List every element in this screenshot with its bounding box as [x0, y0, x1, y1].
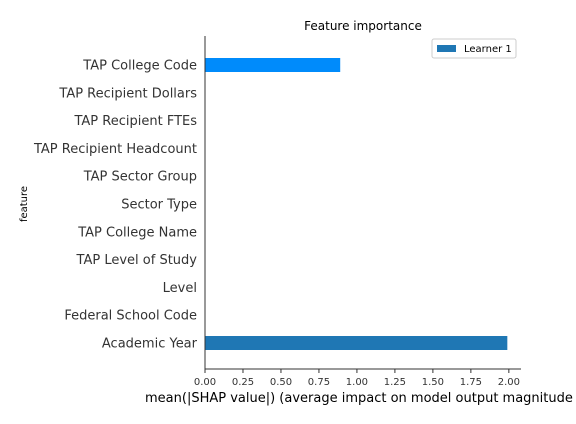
category-label-level: Level [163, 281, 197, 296]
category-label-federal-school-code: Federal School Code [64, 309, 197, 324]
x-tick-label: 0.75 [308, 377, 330, 388]
x-tick-label: 0.25 [232, 377, 254, 388]
legend-swatch-learner-1 [437, 45, 456, 52]
x-tick-label: 1.25 [384, 377, 406, 388]
category-label-tap-college-name: TAP College Name [77, 225, 197, 240]
category-label-tap-level-of-study: TAP Level of Study [76, 253, 198, 268]
x-tick-label: 0.00 [194, 377, 216, 388]
category-label-tap-recipient-ftes: TAP Recipient FTEs [73, 114, 197, 129]
x-tick-label: 1.75 [460, 377, 482, 388]
x-tick-label: 2.00 [498, 377, 520, 388]
category-label-tap-recipient-headcount: TAP Recipient Headcount [33, 142, 197, 157]
y-axis-label: feature [19, 186, 30, 222]
x-tick-label: 1.00 [346, 377, 368, 388]
legend-entry-learner-1: Learner 1 [464, 44, 512, 55]
category-label-sector-type: Sector Type [121, 198, 197, 213]
chart-title: Feature importance [304, 19, 422, 33]
bar-academic-year [205, 336, 508, 350]
legend-box [431, 38, 517, 59]
category-label-tap-recipient-dollars: TAP Recipient Dollars [58, 86, 197, 101]
category-labels: TAP College Code TAP Recipient Dollars TAP… [33, 59, 198, 352]
bar-tap-college-code [205, 58, 341, 72]
category-label-tap-sector-group: TAP Sector Group [83, 170, 197, 185]
x-tick-label: 1.50 [422, 377, 444, 388]
category-label-tap-college-code: TAP College Code [82, 59, 197, 74]
x-axis-label: mean(|SHAP value|) (average impact on mo… [145, 391, 573, 406]
x-tick-label: 0.50 [270, 377, 292, 388]
bars-group [205, 58, 508, 350]
x-ticks: 0.00 0.25 0.50 0.75 1.00 1.25 1.50 1.75 2.00 [194, 369, 520, 388]
category-label-academic-year: Academic Year [102, 337, 198, 352]
legend: Learner 1 [431, 38, 517, 59]
